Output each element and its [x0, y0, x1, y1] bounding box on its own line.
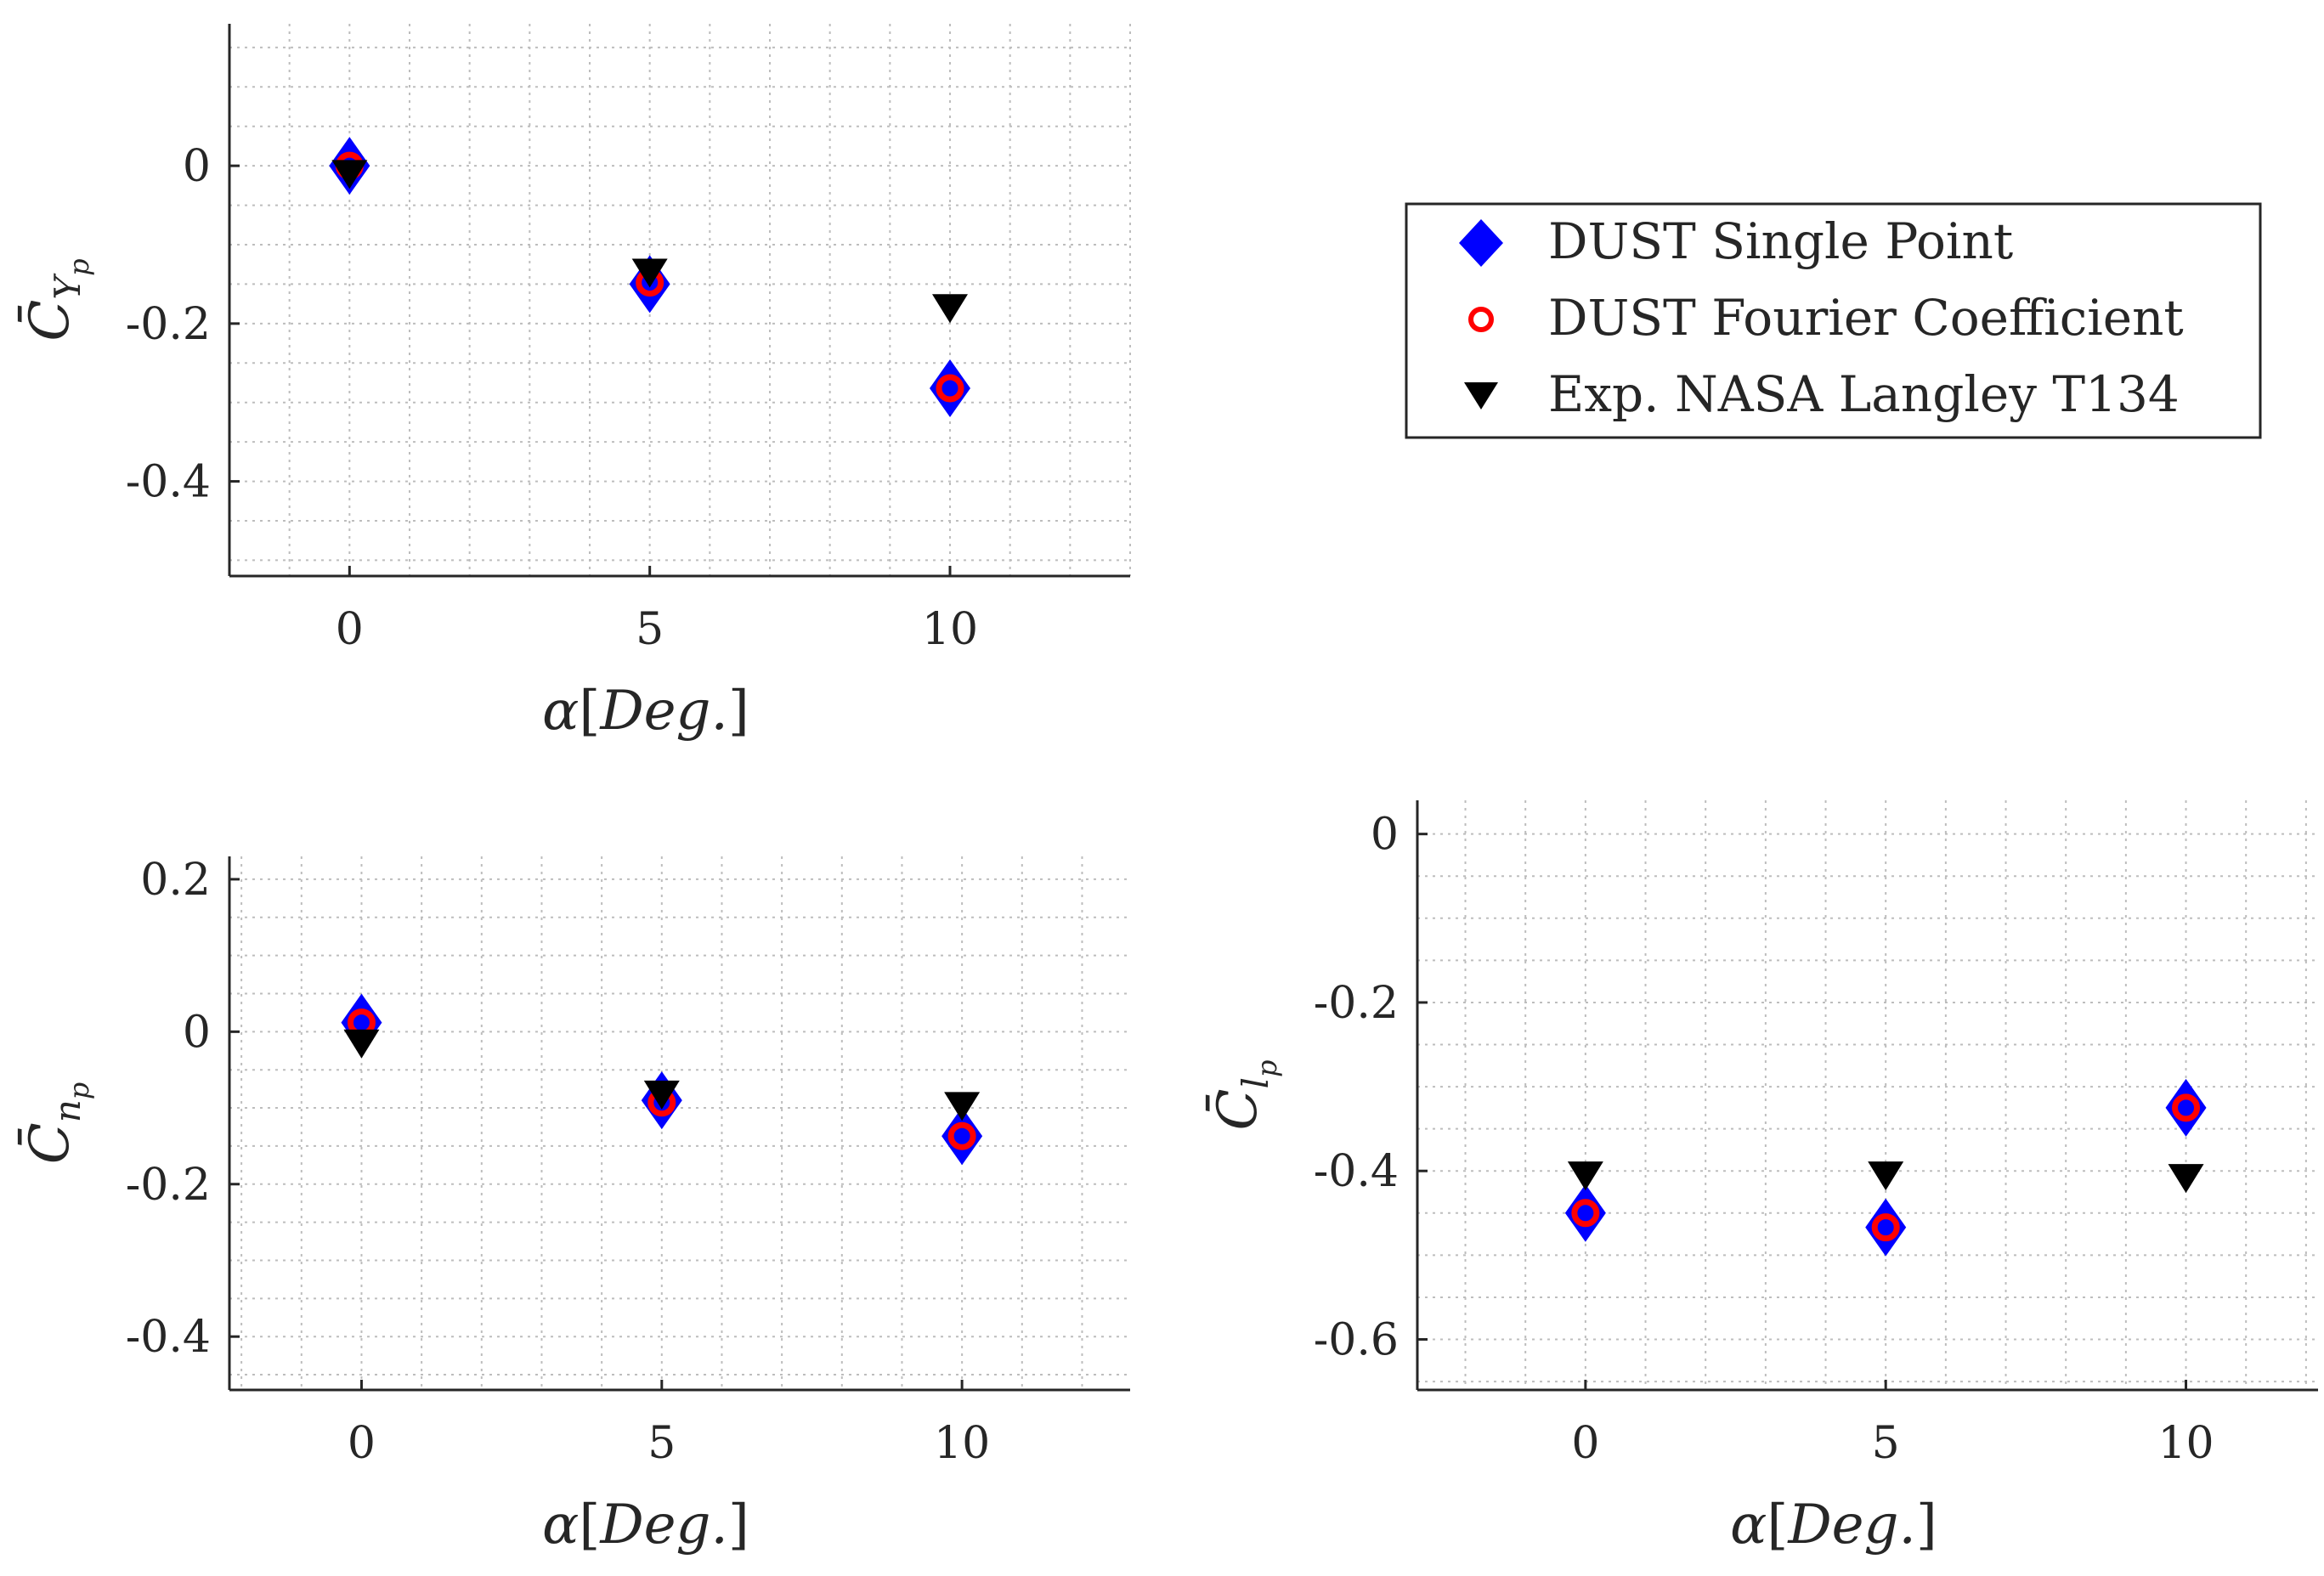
- x-tick-label: 5: [636, 604, 664, 655]
- data-point-triangle: [343, 1029, 380, 1059]
- x-tick-label: 0: [336, 604, 364, 655]
- plot-area: [229, 856, 1130, 1390]
- data-point-circle: [936, 374, 964, 403]
- y-label-sub-subscript: p: [63, 258, 95, 275]
- data-point-triangle: [1567, 1161, 1603, 1191]
- legend-box: [1405, 202, 2262, 439]
- data-point-diamond: [930, 359, 970, 417]
- x-label-unit: Deg.: [599, 680, 728, 743]
- data-point-circle: [2172, 1093, 2201, 1122]
- grid: [229, 856, 1130, 1390]
- x-axis-label: α[Deg.]: [542, 1494, 749, 1556]
- series-triangle: [1567, 1161, 2204, 1194]
- x-label-bracket-open: [: [1767, 1494, 1788, 1556]
- data-point-circle: [1871, 1213, 1900, 1242]
- x-tick-label: 10: [934, 1418, 990, 1469]
- x-label-unit: Deg.: [1787, 1494, 1916, 1556]
- x-label-symbol: α: [542, 680, 579, 743]
- x-label-bracket-open: [: [579, 1494, 600, 1556]
- y-label-subscript: Y: [47, 273, 88, 300]
- legend-label-fourier: DUST Fourier Coefficient: [1548, 289, 2184, 347]
- y-label-sub-subscript: p: [1251, 1060, 1283, 1077]
- y-label-main: C̄: [1205, 1088, 1269, 1130]
- y-label-main: C̄: [17, 1122, 82, 1164]
- legend-diamond-marker: [1459, 219, 1503, 267]
- y-tick-label: -0.2: [126, 299, 211, 350]
- y-tick-label: -0.4: [126, 1312, 211, 1363]
- y-axis-label: C̄lp: [1205, 1060, 1283, 1131]
- data-point-triangle: [944, 1092, 981, 1121]
- y-axis-label: C̄Yp: [17, 258, 95, 341]
- y-tick-label: -0.4: [1314, 1146, 1399, 1197]
- x-tick-label: 10: [922, 604, 978, 655]
- legend-circle-marker: [1468, 307, 1494, 332]
- series-diamond: [1564, 1078, 2207, 1257]
- data-point-triangle: [2168, 1164, 2204, 1194]
- y-label-subscript: l: [1235, 1077, 1276, 1088]
- x-label-symbol: α: [1730, 1494, 1767, 1556]
- x-label-unit: Deg.: [599, 1494, 728, 1556]
- data-point-triangle: [331, 160, 368, 189]
- legend-label-experiment: Exp. NASA Langley T134: [1548, 365, 2180, 423]
- x-label-bracket-close: ]: [1916, 1494, 1937, 1556]
- y-tick-label: 0: [183, 141, 211, 192]
- y-tick-label: -0.2: [126, 1160, 211, 1211]
- legend-label-single-point: DUST Single Point: [1548, 212, 2013, 270]
- series-triangle: [343, 1029, 981, 1121]
- x-axis-label: α[Deg.]: [1730, 1494, 1937, 1556]
- grid: [1417, 800, 2318, 1390]
- y-label-main: C̄: [17, 300, 82, 342]
- y-tick-label: 0: [183, 1007, 211, 1058]
- plot-area: [229, 24, 1130, 576]
- y-tick-label: 0.2: [140, 855, 211, 906]
- x-label-bracket-open: [: [579, 680, 600, 743]
- data-point-triangle: [631, 258, 668, 288]
- x-label-bracket-close: ]: [728, 1494, 749, 1556]
- y-label-sub-subscript: p: [63, 1082, 95, 1099]
- chart-panel-cy: 0 5 10 0 -0.2 -0.4 α[Deg.] C̄Yp: [17, 24, 1131, 743]
- y-label-subscript: n: [47, 1099, 88, 1122]
- data-point-triangle: [1868, 1161, 1904, 1191]
- x-tick-label: 10: [2157, 1418, 2214, 1469]
- legend-triangle-marker: [1464, 382, 1498, 410]
- chart-panel-cl: 0 5 10 0 -0.2 -0.4 -0.6 α[Deg.] C̄lp: [1205, 800, 2318, 1556]
- data-point-triangle: [932, 294, 968, 324]
- plot-area: [1417, 800, 2318, 1390]
- data-point-circle: [947, 1121, 976, 1150]
- x-label-symbol: α: [542, 1494, 579, 1556]
- y-axis-label: C̄np: [17, 1082, 95, 1165]
- data-point-triangle: [643, 1080, 680, 1110]
- data-point-diamond: [941, 1107, 983, 1166]
- x-label-bracket-close: ]: [728, 680, 749, 743]
- data-point-circle: [1571, 1199, 1600, 1228]
- data-point-diamond: [2165, 1078, 2207, 1137]
- chart-panel-cn: 0 5 10 0.2 0 -0.2 -0.4 α[Deg.] C̄np: [17, 855, 1130, 1556]
- legend: DUST Single Point DUST Fourier Coefficie…: [1405, 202, 2262, 439]
- x-axis-label: α[Deg.]: [542, 680, 749, 743]
- series-triangle: [331, 160, 968, 324]
- series-circle: [1571, 1093, 2201, 1242]
- x-tick-label: 5: [1872, 1418, 1900, 1469]
- x-tick-label: 0: [348, 1418, 376, 1469]
- y-tick-label: 0: [1371, 810, 1399, 861]
- x-tick-label: 5: [647, 1418, 676, 1469]
- data-point-diamond: [1865, 1198, 1907, 1257]
- data-point-diamond: [1564, 1183, 1606, 1242]
- x-tick-label: 0: [1571, 1418, 1599, 1469]
- y-tick-label: -0.4: [126, 457, 211, 508]
- y-tick-label: -0.6: [1314, 1315, 1399, 1366]
- y-tick-label: -0.2: [1314, 978, 1399, 1029]
